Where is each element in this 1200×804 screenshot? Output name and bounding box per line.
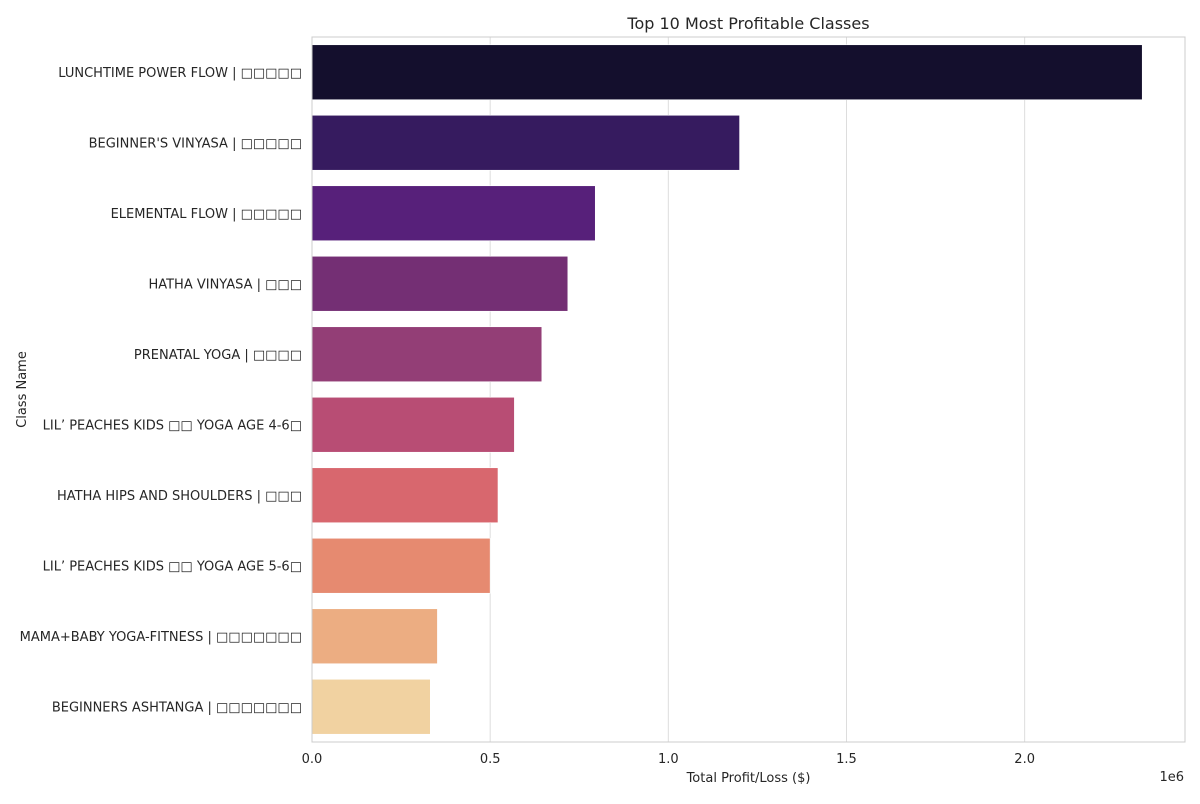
y-tick-label: LUNCHTIME POWER FLOW | □□□□□	[58, 66, 302, 81]
bar	[311, 467, 499, 524]
x-tick-label: 0.0	[302, 752, 323, 767]
bar	[311, 396, 515, 453]
y-tick-label: MAMA+BABY YOGA-FITNESS | □□□□□□□	[20, 630, 302, 645]
xtick-layer: 0.0 0.5 1.0 1.5 2.0	[302, 752, 1035, 767]
bar	[311, 678, 431, 735]
x-axis-label: Total Profit/Loss ($)	[686, 771, 811, 786]
y-tick-label: ELEMENTAL FLOW | □□□□□	[111, 207, 302, 222]
bar	[311, 326, 543, 383]
y-tick-label: PRENATAL YOGA | □□□□	[134, 348, 302, 363]
y-axis-label: Class Name	[15, 351, 30, 428]
bar-layer	[311, 44, 1143, 735]
bar	[311, 537, 491, 594]
y-tick-label: HATHA VINYASA | □□□	[148, 277, 302, 292]
bar	[311, 255, 569, 312]
bar	[311, 114, 740, 171]
plot-frame	[311, 36, 1186, 743]
bar	[311, 185, 596, 242]
y-tick-label: LIL’ PEACHES KIDS □□ YOGA AGE 4-6□	[43, 418, 302, 433]
chart-title: Top 10 Most Profitable Classes	[626, 14, 869, 33]
x-axis-scale-label: 1e6	[1159, 770, 1184, 785]
y-tick-label: HATHA HIPS AND SHOULDERS | □□□	[57, 489, 302, 504]
ytick-layer: LUNCHTIME POWER FLOW | □□□□□ BEGINNER'S V…	[20, 66, 302, 716]
x-tick-label: 2.0	[1014, 752, 1035, 767]
y-tick-label: LIL’ PEACHES KIDS □□ YOGA AGE 5-6□	[43, 559, 302, 574]
bar	[311, 44, 1143, 101]
y-tick-label: BEGINNERS ASHTANGA | □□□□□□□	[52, 700, 302, 715]
bar	[311, 608, 438, 665]
x-tick-label: 0.5	[480, 752, 501, 767]
x-tick-label: 1.0	[658, 752, 679, 767]
y-tick-label: BEGINNER'S VINYASA | □□□□□	[89, 136, 302, 151]
x-tick-label: 1.5	[836, 752, 857, 767]
